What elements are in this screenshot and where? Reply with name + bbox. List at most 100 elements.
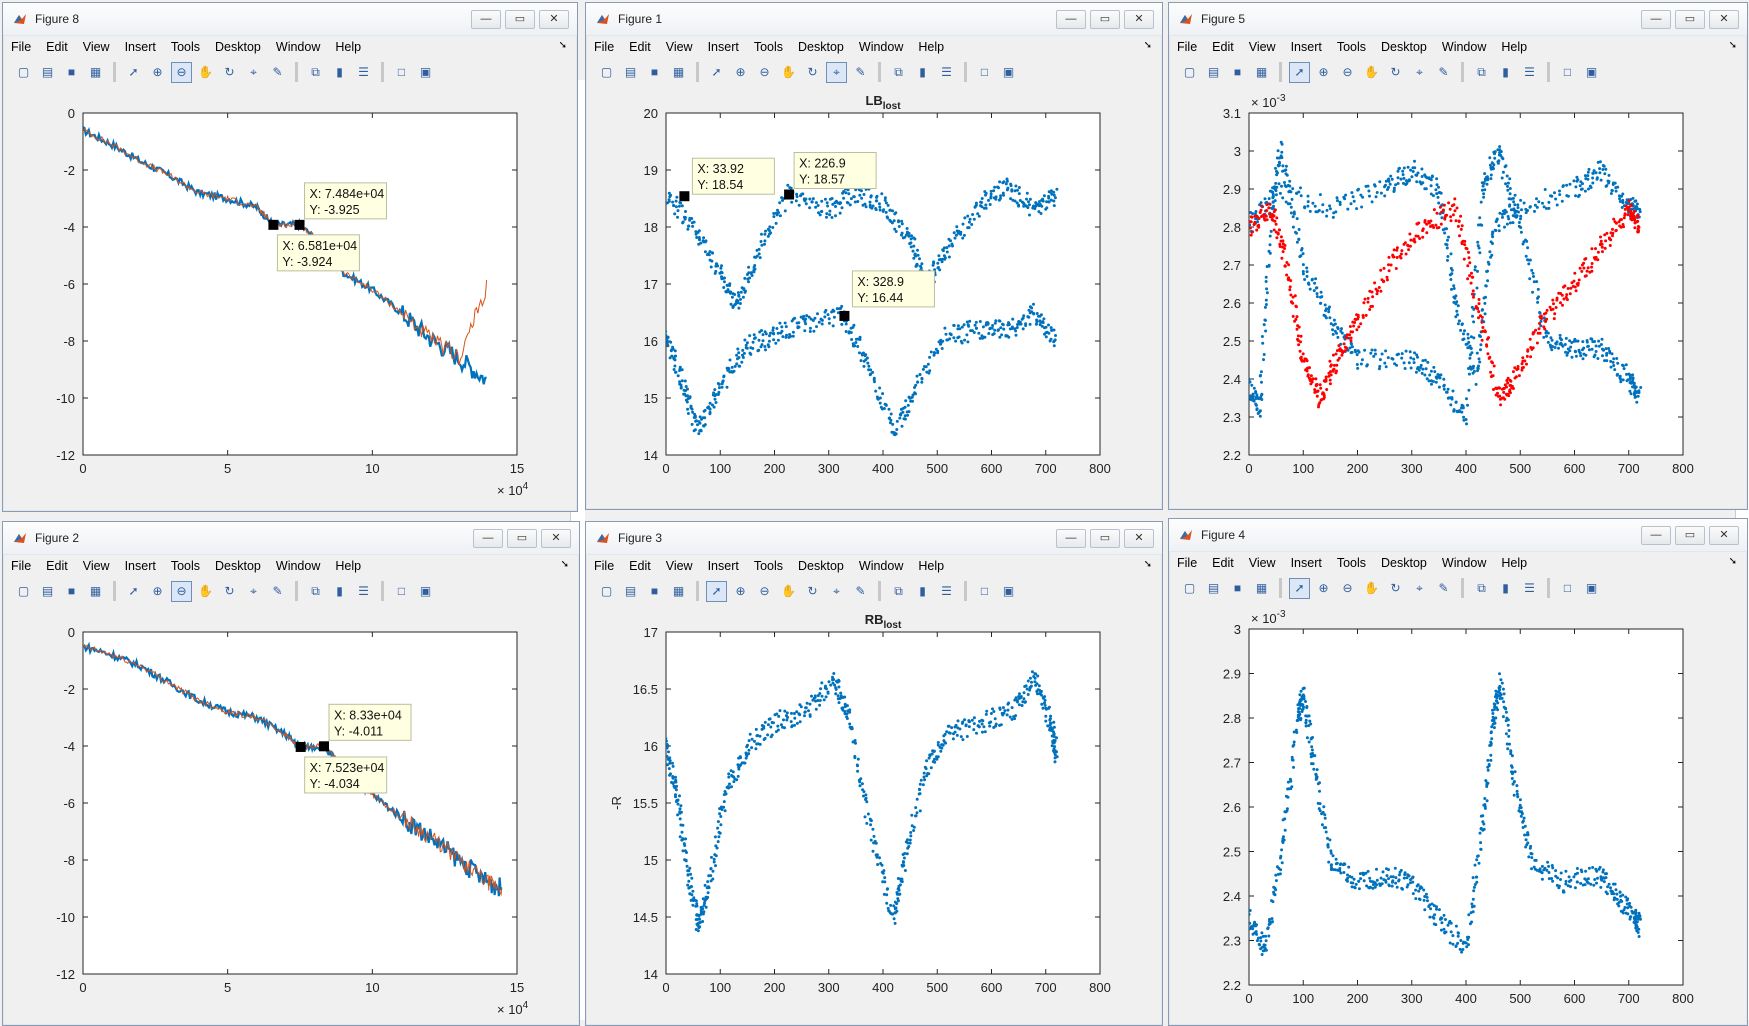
datatip-marker[interactable]	[268, 219, 279, 230]
pan-icon[interactable]: ✋	[198, 583, 213, 598]
print-icon[interactable]: ▦	[89, 64, 102, 79]
brush-icon[interactable]: ✎	[855, 64, 866, 79]
menu-desktop[interactable]: Desktop	[215, 559, 261, 573]
menu-collapse-icon[interactable]: ➘	[1728, 40, 1737, 51]
datatip-marker[interactable]	[679, 191, 690, 202]
menu-edit[interactable]: Edit	[629, 40, 651, 54]
open-folder-icon[interactable]: ▤	[41, 64, 54, 79]
zoom-in-icon[interactable]: ⊕	[1318, 64, 1329, 79]
menu-file[interactable]: File	[11, 559, 32, 573]
datatip-marker[interactable]	[294, 219, 305, 230]
dock-icon[interactable]: ▣	[419, 583, 432, 598]
figure-window[interactable]: Figure 2— ▭ ✕ File Edit View Insert Tools Deskto…	[2, 521, 580, 1026]
colorbar-icon[interactable]: ▮	[1502, 580, 1509, 595]
menu-help[interactable]: Help	[1501, 556, 1528, 570]
minimize-icon[interactable]: —	[473, 529, 503, 548]
open-folder-icon[interactable]: ▤	[41, 583, 54, 598]
menu-window[interactable]: Window	[275, 559, 321, 573]
title-bar[interactable]: Figure 4— ▭ ✕	[1169, 519, 1747, 552]
link-icon[interactable]: ⧉	[1477, 580, 1486, 595]
title-bar[interactable]: Figure 8— ▭ ✕	[3, 3, 577, 36]
print-icon[interactable]: ▦	[1255, 580, 1268, 595]
new-file-icon[interactable]: ▢	[17, 64, 30, 79]
print-icon[interactable]: ▦	[672, 64, 685, 79]
menu-collapse-icon[interactable]: ➘	[558, 40, 567, 51]
title-bar[interactable]: Figure 3— ▭ ✕	[586, 522, 1162, 555]
print-icon[interactable]: ▦	[1255, 64, 1268, 79]
menu-desktop[interactable]: Desktop	[798, 40, 844, 54]
legend-icon[interactable]: ☰	[941, 583, 952, 598]
pan-icon[interactable]: ✋	[781, 583, 796, 598]
legend-icon[interactable]: ☰	[941, 64, 952, 79]
colorbar-icon[interactable]: ▮	[1502, 64, 1509, 79]
pointer-icon[interactable]: ➚	[128, 583, 139, 598]
menu-edit[interactable]: Edit	[46, 559, 68, 573]
menu-window[interactable]: Window	[1441, 40, 1487, 54]
minimize-icon[interactable]: —	[1056, 529, 1086, 548]
close-icon[interactable]: ✕	[1709, 526, 1739, 545]
pointer-icon[interactable]: ➚	[706, 580, 727, 602]
pointer-icon[interactable]: ➚	[1289, 577, 1310, 599]
menu-desktop[interactable]: Desktop	[215, 40, 261, 54]
data-cursor-icon[interactable]: ⌖	[826, 61, 847, 83]
maximize-icon[interactable]: ▭	[1090, 10, 1120, 29]
menu-insert[interactable]: Insert	[707, 40, 739, 54]
minimize-icon[interactable]: —	[471, 10, 501, 29]
pan-icon[interactable]: ✋	[781, 64, 796, 79]
pan-icon[interactable]: ✋	[198, 64, 213, 79]
zoom-in-icon[interactable]: ⊕	[735, 64, 746, 79]
datatip[interactable]: X: 33.92Y: 18.54	[691, 157, 775, 195]
save-icon[interactable]: ■	[650, 583, 659, 598]
colorbar-icon[interactable]: ▮	[919, 583, 926, 598]
menu-window[interactable]: Window	[1441, 556, 1487, 570]
menu-window[interactable]: Window	[275, 40, 321, 54]
colorbar-icon[interactable]: ▮	[336, 64, 343, 79]
menu-insert[interactable]: Insert	[1290, 40, 1322, 54]
colorbar-icon[interactable]: ▮	[336, 583, 343, 598]
maximize-icon[interactable]: ▭	[507, 529, 537, 548]
title-bar[interactable]: Figure 5— ▭ ✕	[1169, 3, 1747, 36]
hide-tools-icon[interactable]: □	[1563, 64, 1572, 79]
close-icon[interactable]: ✕	[1124, 529, 1154, 548]
dock-icon[interactable]: ▣	[1585, 64, 1598, 79]
save-icon[interactable]: ■	[67, 583, 76, 598]
zoom-out-icon[interactable]: ⊖	[1342, 64, 1353, 79]
menu-insert[interactable]: Insert	[707, 559, 739, 573]
menu-tools[interactable]: Tools	[1336, 556, 1367, 570]
figure-window[interactable]: Figure 1— ▭ ✕ File Edit View Insert Tools Deskto…	[585, 2, 1163, 510]
save-icon[interactable]: ■	[650, 64, 659, 79]
link-icon[interactable]: ⧉	[311, 64, 320, 79]
datatip[interactable]: X: 328.9Y: 16.44	[851, 270, 935, 308]
pan-icon[interactable]: ✋	[1364, 580, 1379, 595]
zoom-in-icon[interactable]: ⊕	[152, 583, 163, 598]
legend-icon[interactable]: ☰	[358, 64, 369, 79]
link-icon[interactable]: ⧉	[311, 583, 320, 598]
rotate-icon[interactable]: ↻	[1390, 64, 1401, 79]
pointer-icon[interactable]: ➚	[711, 64, 722, 79]
menu-tools[interactable]: Tools	[753, 559, 784, 573]
menu-view[interactable]: View	[1248, 40, 1276, 54]
rotate-icon[interactable]: ↻	[1390, 580, 1401, 595]
menu-edit[interactable]: Edit	[1212, 40, 1234, 54]
brush-icon[interactable]: ✎	[855, 583, 866, 598]
zoom-in-icon[interactable]: ⊕	[1318, 580, 1329, 595]
brush-icon[interactable]: ✎	[1438, 64, 1449, 79]
menu-edit[interactable]: Edit	[1212, 556, 1234, 570]
new-file-icon[interactable]: ▢	[1183, 64, 1196, 79]
maximize-icon[interactable]: ▭	[505, 10, 535, 29]
data-cursor-icon[interactable]: ⌖	[1416, 580, 1423, 595]
minimize-icon[interactable]: —	[1641, 526, 1671, 545]
dock-icon[interactable]: ▣	[419, 64, 432, 79]
hide-tools-icon[interactable]: □	[980, 64, 989, 79]
data-cursor-icon[interactable]: ⌖	[1416, 64, 1423, 79]
menu-window[interactable]: Window	[858, 40, 904, 54]
menu-collapse-icon[interactable]: ➘	[560, 559, 569, 570]
axes-plot[interactable]: 0 100 200 300 400 500 600 700 8003.132.92.82.72.…	[1169, 88, 1747, 509]
menu-view[interactable]: View	[665, 559, 693, 573]
datatip[interactable]: X: 8.33e+04Y: -4.011	[328, 703, 412, 741]
menu-collapse-icon[interactable]: ➘	[1728, 556, 1737, 567]
new-file-icon[interactable]: ▢	[1183, 580, 1196, 595]
menu-help[interactable]: Help	[1501, 40, 1528, 54]
menu-desktop[interactable]: Desktop	[1381, 40, 1427, 54]
zoom-out-icon[interactable]: ⊖	[171, 580, 192, 602]
